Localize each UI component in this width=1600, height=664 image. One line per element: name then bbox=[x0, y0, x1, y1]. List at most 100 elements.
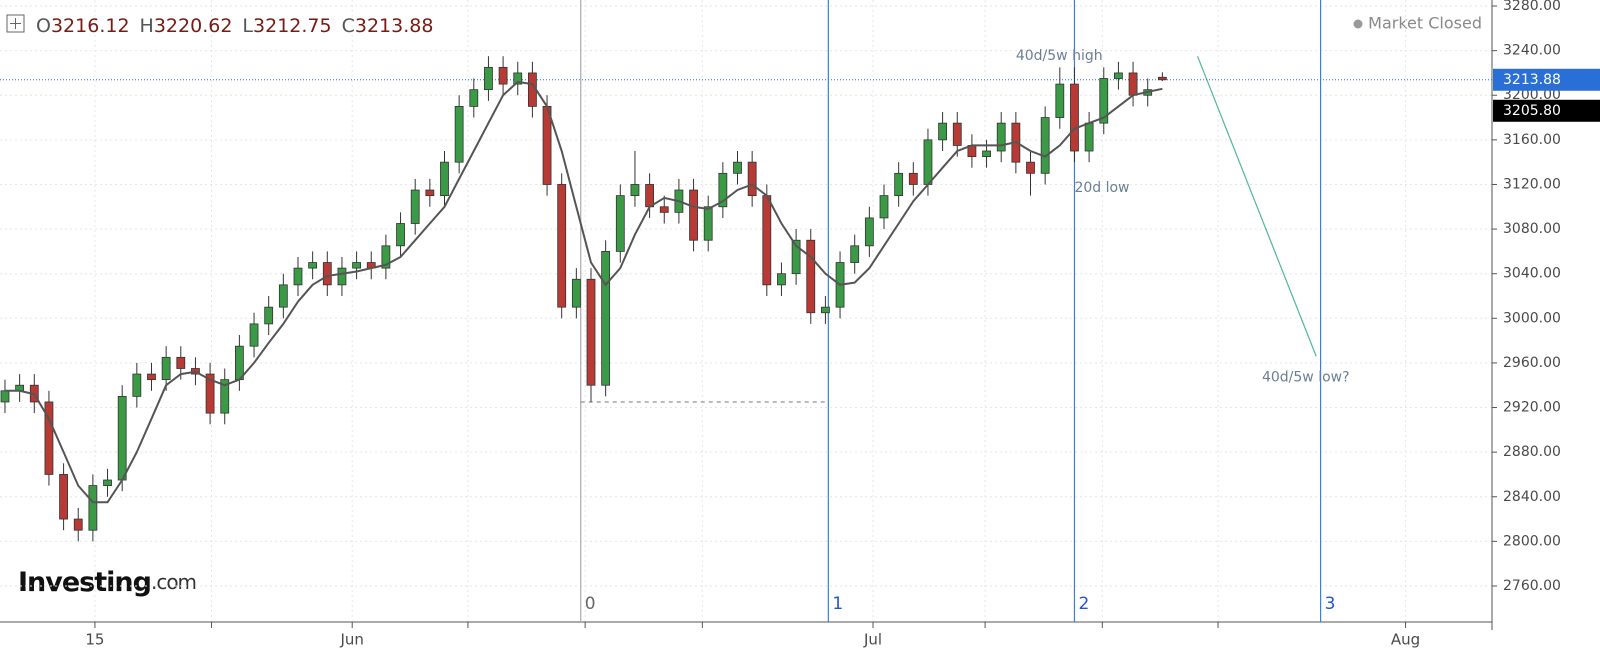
annotation: 40d/5w low? bbox=[1262, 369, 1350, 385]
candle-body bbox=[733, 161, 742, 174]
y-tick-label: 3200.00 bbox=[1503, 87, 1561, 103]
candle-body bbox=[1128, 72, 1138, 96]
candle-body bbox=[425, 189, 435, 197]
last-price-label-box bbox=[1493, 68, 1600, 91]
candle-body bbox=[132, 373, 142, 397]
cycle-label: 1 bbox=[832, 594, 843, 614]
market-status: Market Closed bbox=[1368, 14, 1482, 33]
candle-body bbox=[689, 189, 698, 241]
ohlc-key: H bbox=[140, 15, 154, 37]
y-tick-label: 2840.00 bbox=[1503, 489, 1561, 505]
y-tick-label: 3000.00 bbox=[1503, 310, 1561, 326]
candle-body bbox=[806, 239, 816, 314]
candle-body bbox=[0, 390, 10, 403]
candle-body bbox=[1157, 76, 1167, 81]
x-tick-label: 15 bbox=[85, 631, 104, 649]
candle-body bbox=[322, 262, 332, 286]
candle-body bbox=[996, 122, 1006, 152]
y-tick-label: 2880.00 bbox=[1503, 444, 1561, 460]
y-tick-label: 3040.00 bbox=[1503, 266, 1561, 282]
candle-body bbox=[161, 356, 171, 381]
candle-body bbox=[205, 373, 215, 414]
logo-suffix: .com bbox=[151, 570, 196, 594]
candle-body bbox=[88, 485, 98, 531]
y-tick-label: 3160.00 bbox=[1503, 132, 1561, 148]
ohlc-key: L bbox=[242, 15, 253, 37]
ohlc-header: O3216.12 H3220.62 L3212.75 C3213.88 bbox=[36, 15, 433, 37]
ohlc-value: 3212.75 bbox=[253, 15, 332, 37]
candle-body bbox=[337, 267, 347, 286]
y-tick-label: 3240.00 bbox=[1503, 43, 1561, 59]
candle-body bbox=[703, 206, 713, 241]
cycle-label: 3 bbox=[1325, 594, 1336, 614]
candle-body bbox=[44, 401, 54, 475]
candle-body bbox=[982, 150, 991, 157]
x-tick-label: Jul bbox=[863, 631, 882, 649]
y-tick-label: 2760.00 bbox=[1503, 578, 1561, 594]
candle-body bbox=[1084, 122, 1094, 152]
candle-body bbox=[352, 262, 361, 269]
candle-body bbox=[557, 184, 567, 308]
candle-body bbox=[586, 278, 596, 386]
candle-body bbox=[484, 66, 493, 91]
candle-body bbox=[923, 139, 933, 185]
candle-body bbox=[1070, 83, 1079, 152]
x-tick-label: Jun bbox=[339, 631, 363, 649]
cycle-label: 0 bbox=[585, 594, 596, 614]
candle-body bbox=[821, 306, 830, 314]
candle-body bbox=[952, 122, 962, 146]
candle-body bbox=[791, 239, 801, 275]
y-tick-label: 3120.00 bbox=[1503, 176, 1561, 192]
candle-body bbox=[645, 184, 655, 208]
candle-body bbox=[938, 122, 948, 141]
logo-brand: Investing bbox=[18, 567, 151, 598]
candle-body bbox=[747, 161, 757, 197]
candle-body bbox=[293, 267, 303, 286]
y-tick-label: 3280.00 bbox=[1503, 0, 1561, 14]
candle-body bbox=[308, 262, 318, 269]
candle-body bbox=[381, 245, 391, 269]
y-tick-label: 2920.00 bbox=[1503, 400, 1561, 416]
ohlc-key: O bbox=[36, 15, 51, 37]
candle-body bbox=[234, 345, 244, 381]
candle-body bbox=[1114, 72, 1123, 79]
ma-price-label-box bbox=[1493, 99, 1600, 122]
header bbox=[6, 14, 25, 33]
candle-body bbox=[220, 379, 230, 414]
last-price-label: 3213.88 bbox=[1503, 72, 1561, 88]
candle-body bbox=[249, 323, 259, 347]
candle-body bbox=[1026, 161, 1035, 174]
candle-body bbox=[513, 72, 523, 85]
candle-body bbox=[879, 195, 889, 219]
candle-body bbox=[571, 278, 581, 308]
cycle-label: 2 bbox=[1078, 594, 1089, 614]
candle-body bbox=[1040, 117, 1050, 174]
ohlc-value: 3213.88 bbox=[355, 15, 434, 37]
status-dot bbox=[1353, 19, 1363, 29]
candle-body bbox=[469, 89, 479, 107]
candle-body bbox=[1055, 83, 1065, 118]
candle-body bbox=[103, 479, 112, 486]
candle-body bbox=[410, 189, 420, 224]
candle-body bbox=[59, 474, 68, 520]
candle-body bbox=[864, 217, 874, 247]
ohlc-key: C bbox=[342, 15, 355, 37]
candle-body bbox=[454, 105, 464, 163]
candle-body bbox=[147, 373, 156, 381]
candle-body bbox=[615, 195, 625, 252]
moving-average bbox=[5, 80, 1163, 504]
candle-body bbox=[73, 518, 83, 531]
candle-body bbox=[440, 161, 449, 197]
candle-body bbox=[176, 356, 186, 369]
y-tick-label: 3080.00 bbox=[1503, 221, 1561, 237]
projection-line bbox=[1196, 55, 1317, 357]
candle-body bbox=[894, 172, 904, 197]
menu-icon[interactable] bbox=[6, 14, 25, 33]
ohlc-value: 3220.62 bbox=[154, 15, 233, 37]
candle-body bbox=[777, 273, 786, 286]
candle-body bbox=[498, 66, 508, 85]
candle-body bbox=[850, 245, 860, 263]
candle-body bbox=[908, 172, 918, 185]
candle-body bbox=[601, 250, 611, 386]
